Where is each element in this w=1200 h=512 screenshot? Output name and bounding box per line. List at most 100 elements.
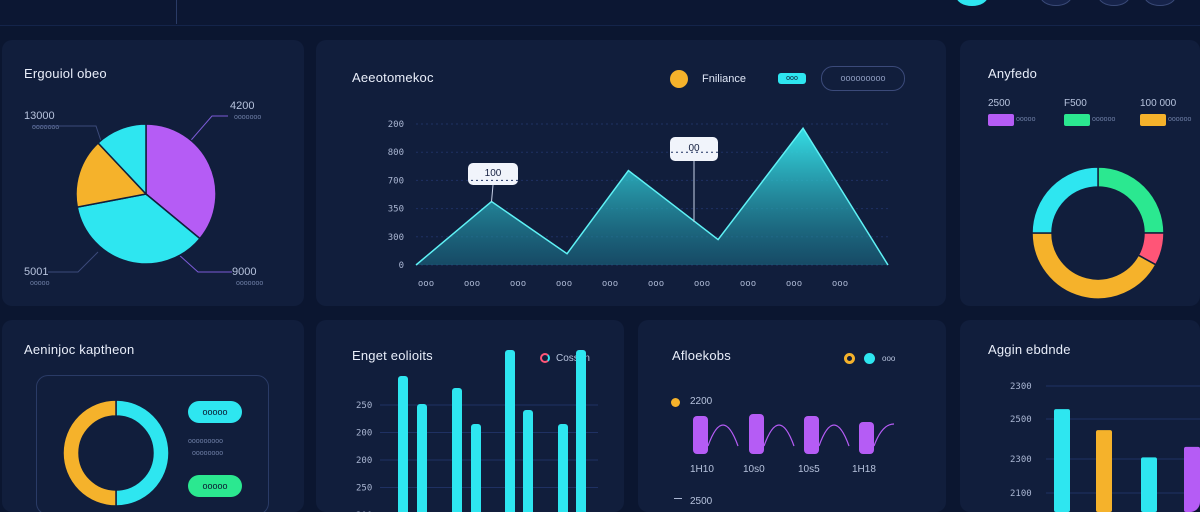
pie-slice [62,399,117,507]
capsule-x-label-4: 1H18 [852,464,876,475]
bar [558,424,568,512]
area-fill [416,128,888,265]
pie-label-13000-caption: ooooooo [32,124,60,131]
bar [523,410,533,512]
y-tick-label: 700 [388,176,404,186]
pie-card-title: Ergouiol obeo [24,66,107,81]
legend-badge: ooo [778,73,806,84]
legend-label: Fniliance [702,73,747,85]
right-bar-card: Aggin ebdnde 2300 2500 2300 2100 [960,320,1200,512]
pie-slice [76,193,201,265]
legend-value-1: 2500 [988,98,1011,109]
action-pill-green[interactable]: ooooo [188,475,242,497]
pie-leader-line [185,115,228,147]
capsule-bar [749,414,764,454]
x-tick-label: ooo [740,279,756,289]
pie-label-5001: 5001 [24,266,49,278]
x-tick-label: ooo [556,279,572,289]
pie-slice [145,123,217,240]
legend-caption-2: oooooo [1092,116,1116,123]
bar [505,350,515,512]
y-tick-label: 250 [356,401,372,411]
pie-slice [97,123,147,196]
bar [417,404,427,512]
pie-label-4200-caption: ooooooo [234,114,262,121]
tooltip-second-peak: 00 [670,137,718,161]
action-pill-cyan[interactable]: ooooo [188,401,242,423]
nav-avatar-cyan[interactable] [956,0,988,6]
legend-dot-orange [670,70,688,88]
legend-value-2: F500 [1064,98,1087,109]
capsule-x-label-2: 10s0 [743,464,765,475]
pie-label-13000: 13000 [24,110,55,122]
y-tick-label: 200 [356,429,372,439]
bar [1141,457,1157,512]
capsule-legend-dot-cyan [864,353,875,364]
stat-dash [674,498,682,499]
x-tick-label: ooo [602,279,618,289]
donut-chart [1031,166,1165,300]
donut-card-top: Anyfedo 2500 ooooo F500 oooooo 100 000 o… [960,40,1200,306]
pie-slice [115,399,170,507]
legend-value-3: 100 000 [1140,98,1177,109]
area-card-title: Aeeotomekoc [352,70,434,85]
donut-desc-line-2: oooooooo [192,450,224,457]
legend-swatch-orange [1140,114,1166,126]
donut-frame [36,375,269,512]
area-card: Aeeotomekoc Fniliance ooo ooooooooo 100 … [316,40,946,306]
stat-dot-orange [671,398,680,407]
tooltip-connector [491,184,494,202]
capsule-curve [873,423,895,447]
y-tick-label: 800 [388,148,404,158]
pie-slice [75,141,148,208]
top-bar [0,0,1200,26]
donut-desc-line-1: ooooooooo [188,438,224,445]
capsule-curve [818,424,850,447]
filter-button[interactable]: ooooooooo [821,66,905,91]
y-tick-label: 0 [399,261,404,271]
right-bar-card-title: Aggin ebdnde [988,342,1071,357]
pie-label-9000-caption: ooooooo [236,280,264,287]
bar-chart: 250200200250200 [356,350,598,512]
capsule-bar [859,422,874,454]
area-line [415,126,889,266]
bar [1096,430,1112,512]
y-tick-label: 350 [388,205,404,215]
bar-legend-label: Cosson [556,353,590,364]
pie-slice [1031,232,1157,300]
pie-slice [1097,166,1165,234]
capsule-card-title: Afloekobs [672,348,731,363]
y-tick-label: 2500 [1010,415,1032,425]
x-tick-label: ooo [418,279,434,289]
x-tick-label: ooo [648,279,664,289]
bar [398,376,408,512]
bar [576,350,586,512]
capsule-curve [707,424,739,447]
capsule-x-label-1: 1H10 [690,464,714,475]
pie-chart [32,115,232,273]
bar [471,424,481,512]
x-tick-label: ooo [694,279,710,289]
y-tick-label: 200 [356,456,372,466]
top-bar-divider [176,0,177,24]
cosson-legend-icon [540,353,550,363]
capsule-card: Afloekobs ooo 2200 2500 1H10 10s0 10s5 1… [638,320,946,512]
bar [452,388,462,512]
y-tick-label: 2300 [1010,382,1032,392]
tooltip-first-peak: 100 [468,163,518,185]
donut-card-title: Anyfedo [988,66,1038,81]
pie-label-9000: 9000 [232,266,257,278]
pie-label-5001-caption: ooooo [30,280,50,287]
nav-avatar-2[interactable] [1040,0,1072,6]
capsule-bar [693,416,708,454]
bottom-donut-chart [62,399,170,507]
nav-avatar-3[interactable] [1098,0,1130,6]
bar-card: Enget eolioits Cosson 250200200250200 [316,320,624,512]
area-chart: 200 800 700 350 300 0 ooo ooo ooo ooo ooo ooo ooo ooo… [388,120,889,289]
bar-card-title: Enget eolioits [352,348,433,363]
bottom-donut-card-title: Aeninjoc kaptheon [24,342,135,357]
x-tick-label: ooo [786,279,802,289]
nav-avatar-4[interactable] [1144,0,1176,6]
capsule-bar [804,416,819,454]
pie-label-4200: 4200 [230,100,255,112]
